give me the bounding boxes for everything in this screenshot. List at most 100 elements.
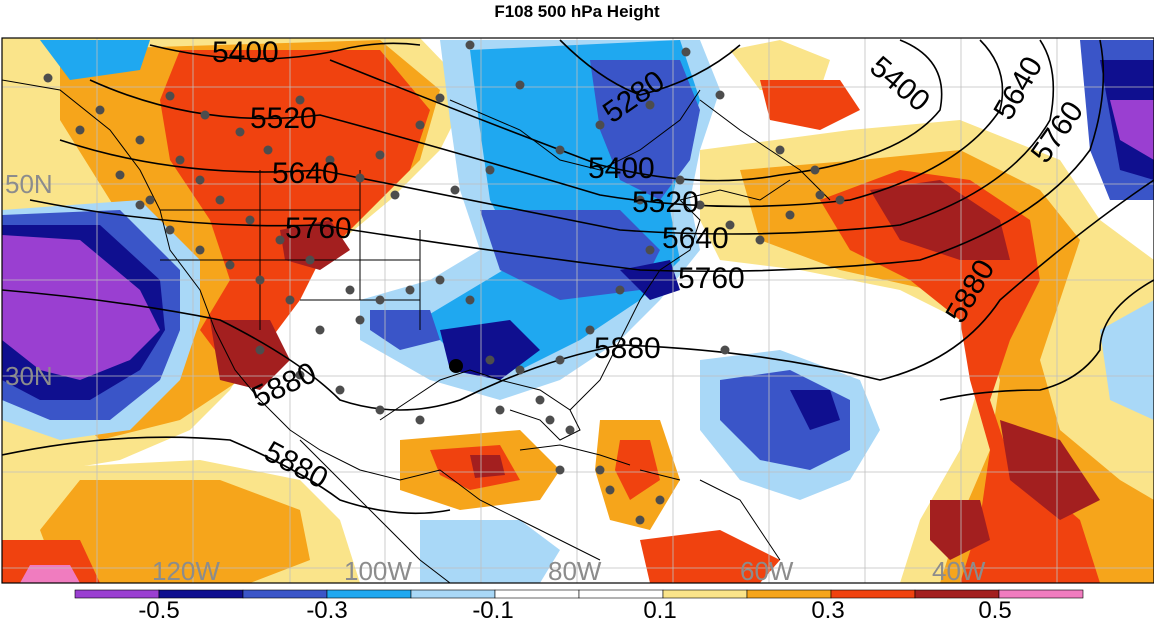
station-dot bbox=[325, 155, 335, 165]
station-dot-highlight bbox=[449, 359, 463, 373]
station-dot bbox=[720, 345, 730, 355]
station-dot bbox=[135, 135, 145, 145]
station-dot bbox=[215, 195, 225, 205]
contour-5880-c bbox=[939, 279, 1154, 401]
contour-5400-a bbox=[149, 42, 421, 60]
station-dot bbox=[275, 235, 285, 245]
station-dot bbox=[515, 80, 525, 90]
station-dot bbox=[195, 245, 205, 255]
map-title: F108 500 hPa Height bbox=[494, 2, 660, 21]
station-dot bbox=[390, 190, 400, 200]
station-dot bbox=[195, 175, 205, 185]
station-dot bbox=[200, 110, 210, 120]
station-dot bbox=[335, 385, 345, 395]
contour-label-5400-a: 5400 bbox=[212, 36, 279, 69]
lat-label-50n: 50N bbox=[5, 169, 53, 199]
axis-labels: 50N 30N 120W 100W 80W 60W 40W bbox=[5, 169, 986, 586]
contour-label-5640-a: 5640 bbox=[272, 157, 339, 190]
station-dot bbox=[585, 325, 595, 335]
station-dot bbox=[715, 90, 725, 100]
station-dot bbox=[515, 365, 525, 375]
map-frame bbox=[1, 37, 1154, 584]
contour-label-5760-a: 5760 bbox=[285, 212, 352, 245]
contour-label-5760-b: 5760 bbox=[678, 262, 745, 295]
station-dot bbox=[435, 93, 445, 103]
station-dot bbox=[755, 235, 765, 245]
station-dot bbox=[495, 405, 505, 415]
station-dot bbox=[115, 170, 125, 180]
station-dot bbox=[375, 150, 385, 160]
contour-5880-b bbox=[2, 436, 451, 515]
station-dot bbox=[555, 145, 565, 155]
station-dot bbox=[775, 145, 785, 155]
station-dot bbox=[555, 355, 565, 365]
station-dot bbox=[135, 200, 145, 210]
station-dot bbox=[465, 40, 475, 50]
contour-label-5640-b: 5640 bbox=[662, 222, 729, 255]
station-dot bbox=[43, 73, 53, 83]
station-dot bbox=[815, 190, 825, 200]
station-dot bbox=[175, 155, 185, 165]
lat-label-30n: 30N bbox=[5, 361, 53, 391]
contour-label-5520-b: 5520 bbox=[632, 186, 699, 219]
station-dot bbox=[263, 145, 273, 155]
station-dot bbox=[635, 195, 645, 205]
station-dot bbox=[565, 425, 575, 435]
station-dot bbox=[595, 465, 605, 475]
station-dot bbox=[95, 105, 105, 115]
station-dots bbox=[43, 40, 845, 525]
station-dot bbox=[415, 120, 425, 130]
station-dot bbox=[165, 91, 175, 101]
station-dot bbox=[375, 295, 385, 305]
lon-label-40w: 40W bbox=[932, 556, 986, 586]
lon-label-120w: 120W bbox=[152, 556, 220, 586]
lon-label-80w: 80W bbox=[548, 556, 602, 586]
station-dot bbox=[681, 47, 691, 57]
station-dot bbox=[355, 173, 365, 183]
station-dot bbox=[285, 295, 295, 305]
contour-label-5880-a: 5880 bbox=[594, 332, 661, 365]
station-dot bbox=[555, 465, 565, 475]
station-dot bbox=[450, 185, 460, 195]
station-dot bbox=[675, 175, 685, 185]
station-dot bbox=[245, 215, 255, 225]
station-dot bbox=[835, 195, 845, 205]
station-dot bbox=[305, 255, 315, 265]
station-dot bbox=[235, 127, 245, 137]
station-dot bbox=[535, 395, 545, 405]
station-dot bbox=[435, 275, 445, 285]
station-dot bbox=[485, 355, 495, 365]
station-dot bbox=[295, 370, 305, 380]
station-dot bbox=[375, 405, 385, 415]
station-dot bbox=[545, 415, 555, 425]
station-dot bbox=[615, 285, 625, 295]
station-dot bbox=[465, 295, 475, 305]
contour-label-5520-a: 5520 bbox=[250, 102, 317, 135]
contour-5400-b bbox=[329, 39, 943, 182]
station-dot bbox=[255, 275, 265, 285]
station-dot bbox=[655, 495, 665, 505]
station-dot bbox=[785, 210, 795, 220]
contour-5640 bbox=[59, 39, 1055, 235]
station-dot bbox=[405, 285, 415, 295]
station-dot bbox=[355, 315, 365, 325]
lon-label-100w: 100W bbox=[344, 556, 412, 586]
contour-5280 bbox=[559, 39, 741, 96]
station-dot bbox=[315, 325, 325, 335]
lon-label-60w: 60W bbox=[740, 556, 794, 586]
grid-lines bbox=[2, 38, 1154, 583]
station-dot bbox=[725, 220, 735, 230]
station-dot bbox=[595, 120, 605, 130]
station-dot bbox=[255, 345, 265, 355]
station-dot bbox=[485, 165, 495, 175]
station-dot bbox=[645, 100, 655, 110]
station-dot bbox=[345, 285, 355, 295]
station-dot bbox=[635, 515, 645, 525]
station-dot bbox=[695, 200, 705, 210]
coastlines bbox=[2, 79, 831, 583]
contour-label-5400-b: 5400 bbox=[588, 152, 655, 185]
station-dot bbox=[165, 225, 175, 235]
station-dot bbox=[225, 260, 235, 270]
station-dot bbox=[295, 95, 305, 105]
